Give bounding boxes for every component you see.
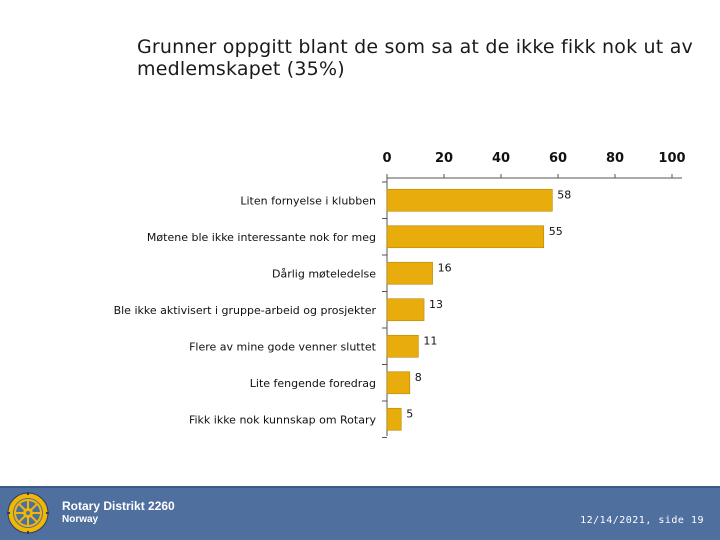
category-label: Dårlig møteledelse (272, 267, 376, 280)
x-tick-label: 60 (549, 151, 567, 166)
x-tick-label: 20 (435, 151, 453, 166)
rotary-wheel-icon (7, 492, 49, 534)
footer-bar: Rotary Distrikt 2260 Norway 12/14/2021, … (0, 486, 720, 540)
slide-date-page: 12/14/2021, side 19 (580, 515, 704, 526)
category-label: Lite fengende foredrag (250, 377, 376, 390)
bar (386, 225, 545, 249)
value-label: 16 (438, 261, 452, 274)
value-label: 8 (415, 371, 422, 384)
bar (386, 407, 402, 431)
x-tick-label: 0 (382, 151, 391, 166)
slide-title: Grunner oppgitt blant de som sa at de ik… (137, 36, 693, 80)
bar (386, 261, 433, 285)
x-tick-label: 40 (492, 151, 510, 166)
org-country: Norway (62, 514, 99, 525)
category-label: Møtene ble ikke interessante nok for meg (147, 231, 376, 244)
value-label: 58 (557, 188, 571, 201)
bar (386, 188, 553, 212)
bar (386, 334, 419, 358)
category-label: Ble ikke aktivisert i gruppe-arbeid og p… (114, 304, 377, 317)
x-tick-label: 100 (658, 151, 685, 166)
category-label: Fikk ikke nok kunnskap om Rotary (189, 413, 377, 426)
value-label: 55 (549, 225, 563, 238)
category-label: Flere av mine gode venner sluttet (189, 340, 377, 353)
value-label: 11 (423, 334, 437, 347)
category-label: Liten fornyelse i klubben (240, 194, 376, 207)
bar (386, 298, 425, 322)
x-tick-label: 80 (606, 151, 624, 166)
bar (386, 371, 411, 395)
value-label: 13 (429, 298, 443, 311)
org-name: Rotary Distrikt 2260 (62, 499, 175, 513)
value-label: 5 (406, 407, 413, 420)
